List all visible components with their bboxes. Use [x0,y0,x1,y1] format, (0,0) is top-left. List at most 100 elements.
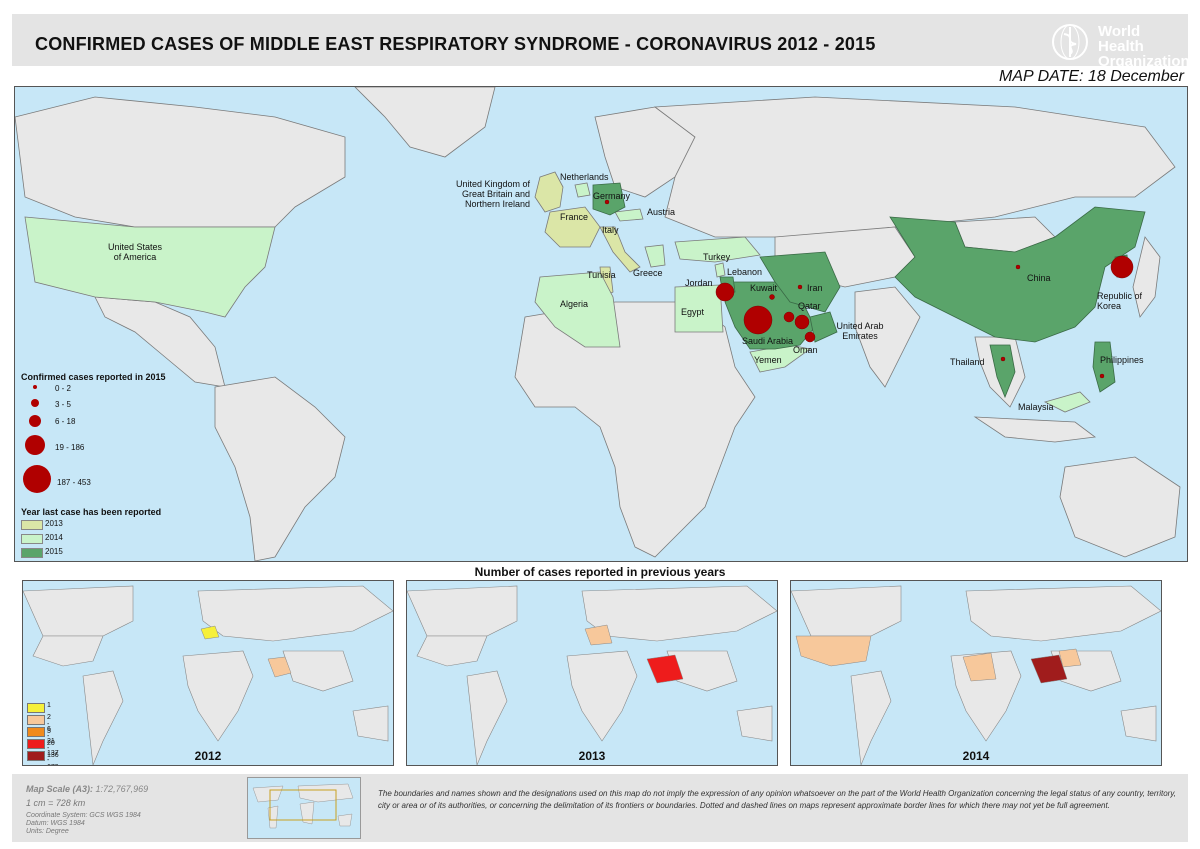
label-algeria: Algeria [560,299,589,309]
disclaimer: The boundaries and names shown and the d… [378,789,1176,810]
case-dot-jordan [715,282,735,302]
case-dot-korea [1110,255,1134,279]
label-iran: Iran [807,283,823,293]
label-uae: United Arab Emirates [836,321,884,341]
inset-legend-2-5: 2 - 5 [47,714,51,735]
label-qatar: Qatar [798,301,821,311]
label-austria: Austria [647,207,676,217]
uk-shape [534,171,564,213]
label-turkey: Turkey [703,252,731,262]
case-dot-china [1015,264,1021,270]
inset-2013-saudi-highlight [646,654,684,684]
china-shape [889,206,1146,343]
map-title: CONFIRMED CASES OF MIDDLE EAST RESPIRATO… [35,34,876,54]
case-dot-philippines [1099,373,1105,379]
coordinate-system: Coordinate System: GCS WGS 1984 [26,812,141,819]
label-italy: Italy [602,225,619,235]
case-dot-uae [794,314,810,330]
case-dot-oman [804,331,816,343]
label-france: France [560,212,589,222]
label-korea: Republic of Korea [1097,291,1143,311]
south-america [214,376,346,561]
units: Units: Degree [26,828,69,835]
austria-shape [614,208,644,222]
map-scale: Map Scale (A3): 1:72,767,969 [26,784,148,794]
inset-map-2012: 2012 1 2 - 5 6 - 20 21 - 136 137 - 679 [22,580,394,766]
locator-map-svg [252,783,354,829]
year-legend-2015: 2015 [45,547,63,556]
label-netherlands: Netherlands [560,172,609,182]
label-malaysia: Malaysia [1018,402,1054,412]
label-philippines: Philippines [1100,355,1144,365]
cases-legend-symbols [23,385,51,493]
map-scale-label: Map Scale (A3): [26,784,94,794]
map-scale-value: 1:72,767,969 [95,784,149,794]
who-emblem-icon [1052,24,1088,60]
label-germany: Germany [593,191,631,201]
inset-year-2012: 2012 [194,749,222,763]
central-america [94,296,226,388]
inset-2014-iran-highlight [1058,648,1082,668]
year-swatch-2014 [21,534,43,544]
inset-year-2013: 2013 [578,749,606,763]
cases-legend-0-2: 0 - 2 [55,384,72,393]
cases-legend-187-453: 187 - 453 [57,478,91,487]
inset-2014-algeria-highlight [962,652,997,682]
indonesia [973,416,1097,443]
inset-legend-1: 1 [47,702,51,709]
case-dot-thailand [1000,356,1006,362]
africa [514,301,756,558]
world-map-svg [15,87,1181,561]
label-greece: Greece [633,268,663,278]
italy-shape [599,226,641,273]
label-uk: United Kingdom of Great Britain and Nort… [455,179,530,209]
cases-legend-title: Confirmed cases reported in 2015 [21,372,166,382]
algeria-shape [534,271,621,348]
label-yemen: Yemen [754,355,782,365]
malaysia-shape [1043,391,1091,413]
label-egypt: Egypt [681,307,705,317]
main-world-map: United States of America United Kingdom … [14,86,1188,562]
label-thailand: Thailand [950,357,985,367]
philippines-shape [1092,341,1116,393]
inset-map-2014-svg [791,585,1161,765]
map-date: MAP DATE: 18 December [999,68,1184,85]
egypt-shape [674,284,724,333]
datum: Datum: WGS 1984 [26,820,85,827]
inset-legend-137-679: 137 - 679 [47,750,59,765]
case-dot-kuwait [769,294,775,300]
north-america-north [15,96,346,228]
iran-shape [759,251,841,313]
previous-years-title: Number of cases reported in previous yea… [474,565,726,579]
case-dot-germany [604,199,610,205]
label-china: China [1027,273,1051,283]
inset-legend-21-136: 21 - 136 [47,738,59,759]
map-scale-cm: 1 cm = 728 km [26,798,86,808]
france-shape [544,206,601,248]
japan [1132,236,1161,318]
locator-map [247,777,361,839]
who-logo-text: World Health Organization [1098,23,1190,70]
inset-2013-europe-highlight [584,624,613,646]
label-usa: United States of America [107,242,163,262]
inset-map-2012-svg [23,585,393,765]
inset-map-2013: 2013 [406,580,778,766]
lebanon-shape [714,262,726,278]
case-dot-iran [797,284,803,290]
title-bar [12,14,1188,66]
cases-legend-19-186: 19 - 186 [55,443,85,452]
year-swatch-2015 [21,548,43,558]
case-dot-saudi-arabia [743,305,773,335]
inset-map-2013-svg [407,585,777,765]
cases-legend-3-5: 3 - 5 [55,400,72,409]
label-lebanon: Lebanon [727,267,763,277]
turkey-shape [674,236,761,263]
inset-legend-6-20: 6 - 20 [47,726,55,747]
label-tunisia: Tunisia [587,270,616,280]
cases-legend-6-18: 6 - 18 [55,417,76,426]
year-legend-2013: 2013 [45,519,63,528]
case-dot-qatar [783,311,795,323]
year-swatch-2013 [21,520,43,530]
thailand-shape [989,344,1016,399]
germany-shape [592,182,626,216]
